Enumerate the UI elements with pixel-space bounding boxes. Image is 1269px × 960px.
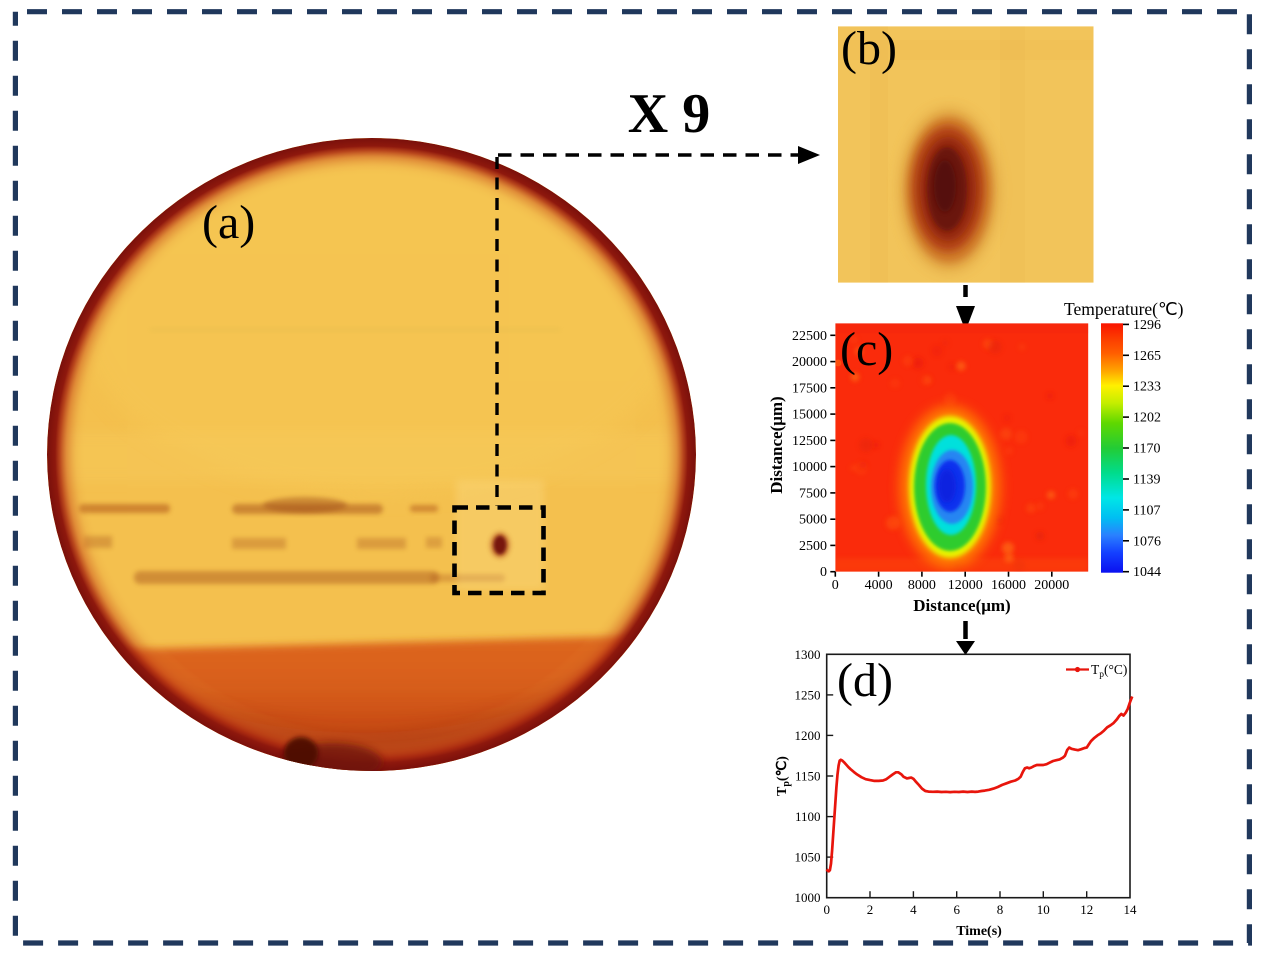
- svg-text:1050: 1050: [795, 850, 821, 865]
- svg-text:6: 6: [953, 902, 960, 917]
- svg-text:1265: 1265: [1133, 349, 1161, 364]
- svg-text:Tp(℃): Tp(℃): [775, 756, 792, 796]
- svg-text:2: 2: [867, 902, 874, 917]
- svg-text:8: 8: [997, 902, 1004, 917]
- svg-text:12000: 12000: [948, 578, 983, 593]
- svg-text:8000: 8000: [908, 578, 936, 593]
- svg-text:Distance(μm): Distance(μm): [913, 596, 1010, 615]
- svg-text:1202: 1202: [1133, 411, 1161, 426]
- svg-text:1150: 1150: [795, 769, 821, 784]
- svg-text:10: 10: [1037, 902, 1050, 917]
- svg-text:2500: 2500: [799, 539, 827, 554]
- svg-text:Time(s): Time(s): [956, 924, 1002, 939]
- svg-text:7500: 7500: [799, 486, 827, 501]
- svg-text:5000: 5000: [799, 513, 827, 528]
- svg-text:Distance(μm): Distance(μm): [767, 396, 786, 493]
- svg-text:1139: 1139: [1133, 473, 1160, 488]
- svg-text:12: 12: [1080, 902, 1093, 917]
- svg-text:(c): (c): [840, 323, 893, 376]
- svg-text:12500: 12500: [792, 434, 827, 449]
- svg-text:10000: 10000: [792, 460, 827, 475]
- svg-text:1200: 1200: [795, 728, 821, 743]
- svg-text:1296: 1296: [1133, 318, 1161, 333]
- svg-text:4: 4: [910, 902, 917, 917]
- svg-text:0: 0: [823, 902, 830, 917]
- svg-text:15000: 15000: [792, 408, 827, 423]
- svg-text:1107: 1107: [1133, 503, 1160, 518]
- svg-text:Temperature(℃): Temperature(℃): [1064, 299, 1184, 319]
- svg-text:(d): (d): [837, 654, 893, 707]
- svg-text:14: 14: [1124, 902, 1138, 917]
- svg-text:1100: 1100: [795, 809, 821, 824]
- svg-text:0: 0: [832, 578, 839, 593]
- svg-text:(a): (a): [202, 196, 255, 249]
- svg-text:1300: 1300: [795, 647, 821, 662]
- svg-text:X 9: X 9: [628, 83, 710, 145]
- svg-text:1170: 1170: [1133, 442, 1160, 457]
- svg-text:1044: 1044: [1133, 565, 1161, 580]
- svg-text:1076: 1076: [1133, 534, 1161, 549]
- svg-text:1000: 1000: [795, 890, 821, 905]
- svg-text:17500: 17500: [792, 381, 827, 396]
- svg-text:(b): (b): [841, 22, 897, 75]
- svg-text:22500: 22500: [792, 329, 827, 344]
- svg-text:20000: 20000: [1034, 578, 1069, 593]
- svg-text:16000: 16000: [991, 578, 1026, 593]
- svg-text:1250: 1250: [795, 687, 821, 702]
- svg-text:4000: 4000: [865, 578, 893, 593]
- svg-text:0: 0: [820, 565, 827, 580]
- svg-text:20000: 20000: [792, 355, 827, 370]
- svg-text:1233: 1233: [1133, 380, 1161, 395]
